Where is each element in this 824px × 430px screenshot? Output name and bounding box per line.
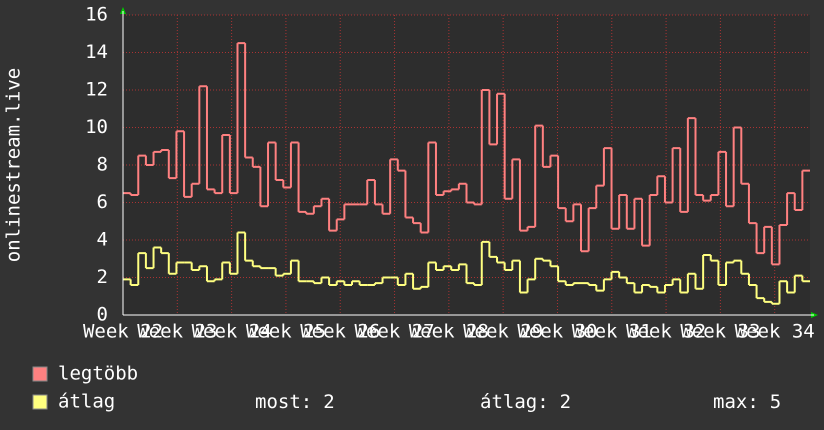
stat: most: 2	[255, 391, 335, 413]
x-tick-label: Week 28	[409, 321, 489, 343]
x-tick-label: Week 27	[355, 321, 435, 343]
legend-swatch	[32, 394, 48, 410]
x-tick-label: Week 32	[626, 321, 706, 343]
y-axis-label: onlinestream.live	[3, 68, 25, 262]
x-tick-label: Week 31	[572, 321, 652, 343]
y-tick-label: 4	[97, 229, 108, 251]
stat-value: 2	[323, 391, 334, 413]
y-tick-label: 0	[97, 304, 108, 326]
axis-arrow	[811, 312, 818, 318]
x-tick-label: Week 23	[137, 321, 217, 343]
x-tick-label: Week 24	[192, 321, 272, 343]
stat-label: max:	[713, 391, 759, 413]
x-tick-label: Week 22	[83, 321, 163, 343]
y-tick-label: 14	[85, 41, 108, 63]
y-tick-label: 2	[97, 266, 108, 288]
stat-value: 5	[770, 391, 781, 413]
y-tick-label: 10	[85, 116, 108, 138]
y-tick-label: 8	[97, 154, 108, 176]
y-tick-label: 12	[85, 79, 108, 101]
legend-swatch	[32, 366, 48, 382]
y-tick-label: 16	[85, 4, 108, 26]
x-tick-label: Week 29	[463, 321, 543, 343]
x-tick-label: Week 34	[735, 321, 815, 343]
stat: max: 5	[713, 391, 781, 413]
stat: átlag: 2	[480, 391, 571, 413]
x-tick-label: Week 33	[680, 321, 760, 343]
legend-label: legtöbb	[58, 363, 138, 385]
axis-arrow	[120, 7, 126, 14]
y-tick-label: 6	[97, 191, 108, 213]
x-tick-label: Week 30	[517, 321, 597, 343]
legend-label: átlag	[58, 391, 115, 413]
stat-label: most:	[255, 391, 312, 413]
stat-label: átlag:	[480, 391, 549, 413]
x-tick-label: Week 26	[300, 321, 380, 343]
stat-value: 2	[560, 391, 571, 413]
x-tick-label: Week 25	[246, 321, 326, 343]
